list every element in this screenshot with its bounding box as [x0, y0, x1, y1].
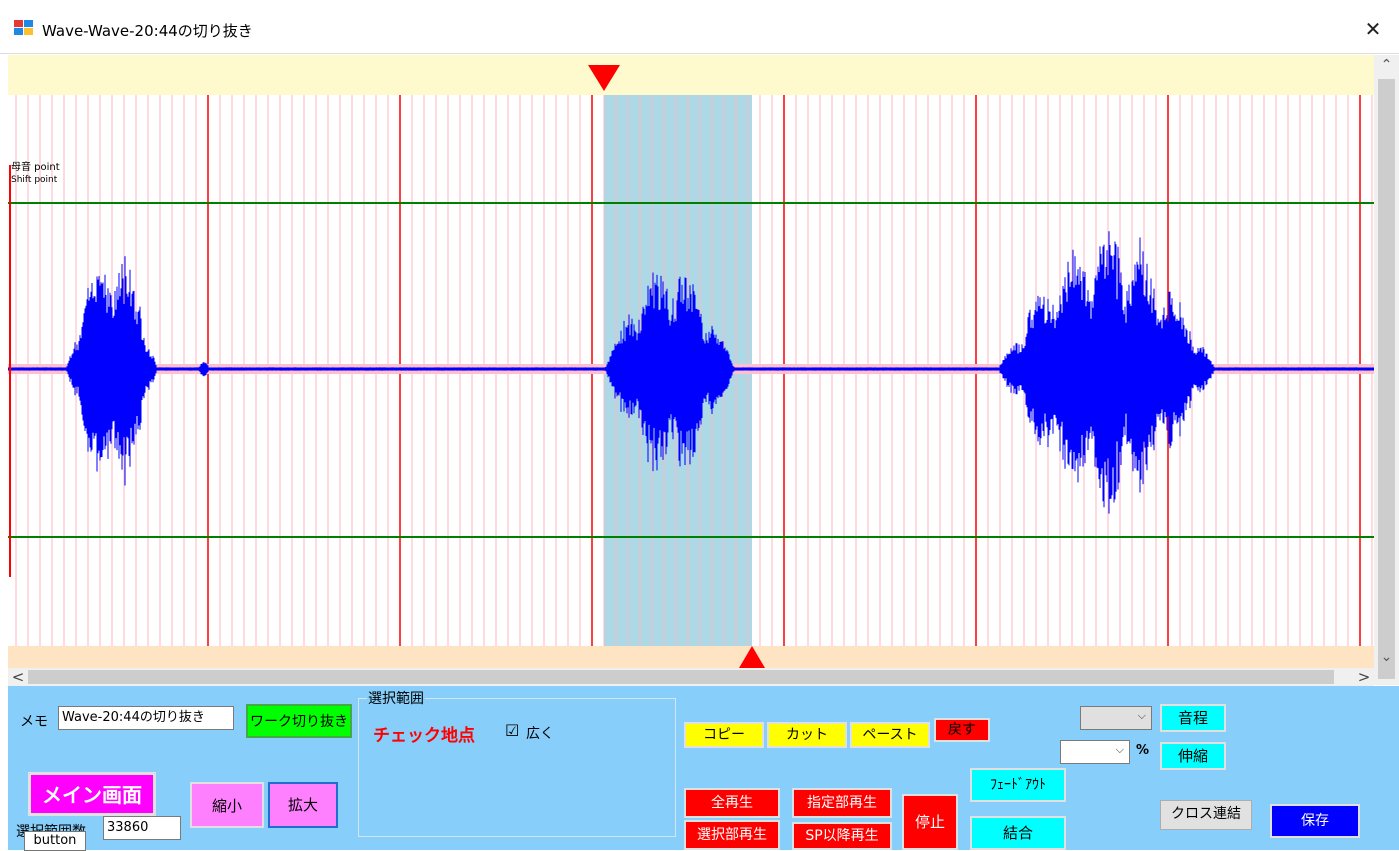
cut-button[interactable]: カット [767, 722, 847, 748]
waveform-path [8, 231, 1374, 514]
selection-range-group: 選択範囲 チェック地点 ☑ 広く [358, 688, 676, 837]
cross-join-button[interactable]: クロス連結 [1160, 800, 1252, 830]
close-button[interactable]: ✕ [1364, 17, 1382, 41]
memo-input[interactable]: Wave-20:44の切り抜き [58, 706, 234, 730]
group-title: 選択範囲 [367, 688, 425, 708]
scroll-up-icon[interactable]: ⌃ [1380, 57, 1393, 73]
play-selection-button[interactable]: 選択部再生 [684, 820, 780, 850]
shift-point-label: Shift point [11, 175, 58, 185]
chevron-down-icon: ⌵ [1115, 743, 1124, 756]
vertical-scroll-thumb[interactable] [1378, 79, 1395, 679]
bottom-marker-band[interactable] [8, 646, 1374, 668]
selection-start-marker-icon[interactable] [588, 65, 620, 91]
save-button[interactable]: 保存 [1270, 804, 1360, 838]
tooltip-button[interactable]: button [24, 831, 86, 851]
waveform [8, 231, 1374, 514]
play-after-sp-button[interactable]: SP以降再生 [792, 822, 892, 850]
memo-label: メモ [20, 714, 48, 730]
vowel-point-label: 母音 point [11, 160, 60, 173]
stop-button[interactable]: 停止 [902, 794, 958, 850]
wide-checkbox[interactable]: ☑ [505, 721, 520, 740]
vertical-scrollbar[interactable]: ⌃ ⌄ [1374, 55, 1399, 685]
pitch-button[interactable]: 音程 [1160, 704, 1226, 732]
title-bar: Wave-Wave-20:44の切り抜き ✕ [0, 0, 1399, 54]
play-all-button[interactable]: 全再生 [684, 788, 780, 818]
selection-end-marker-icon[interactable] [739, 646, 765, 668]
percent-label: % [1136, 743, 1150, 758]
top-marker-band[interactable] [8, 55, 1374, 95]
expand-button[interactable]: 拡大 [268, 782, 338, 828]
shrink-button[interactable]: 縮小 [190, 782, 264, 828]
play-range-button[interactable]: 指定部再生 [792, 788, 892, 818]
paste-button[interactable]: ペースト [850, 722, 930, 748]
main-screen-button[interactable]: メイン画面 [28, 772, 156, 816]
app-window-icon [14, 20, 33, 35]
pitch-select[interactable]: ⌵ [1080, 706, 1152, 730]
stretch-select[interactable]: ⌵ [1060, 740, 1130, 764]
work-crop-button[interactable]: ワーク切り抜き [246, 704, 352, 738]
scroll-left-icon[interactable]: < [11, 668, 25, 686]
join-button[interactable]: 結合 [970, 816, 1066, 850]
window-title: Wave-Wave-20:44の切り抜き [42, 22, 253, 40]
waveform-canvas[interactable]: 母音 point Shift point [8, 55, 1374, 668]
stretch-button[interactable]: 伸縮 [1160, 742, 1226, 770]
undo-button[interactable]: 戻す [934, 718, 990, 742]
horizontal-scroll-thumb[interactable] [28, 670, 1334, 684]
scroll-down-icon[interactable]: ⌄ [1380, 649, 1393, 665]
sample-count-field[interactable]: 33860 [103, 816, 181, 840]
wide-label: 広く [526, 726, 554, 742]
horizontal-scrollbar[interactable]: < > [8, 668, 1374, 686]
waveform-view[interactable]: 母音 point Shift point [8, 55, 1374, 668]
fade-out-button[interactable]: ﾌｪｰﾄﾞｱｳﾄ [970, 768, 1066, 802]
chevron-down-icon: ⌵ [1137, 709, 1146, 722]
checkpoint-label: チェック地点 [373, 726, 475, 746]
copy-button[interactable]: コピー [684, 722, 764, 748]
scroll-right-icon[interactable]: > [1357, 668, 1371, 686]
control-panel: メモ Wave-20:44の切り抜き ワーク切り抜き 選択範囲 チェック地点 ☑… [8, 686, 1399, 851]
